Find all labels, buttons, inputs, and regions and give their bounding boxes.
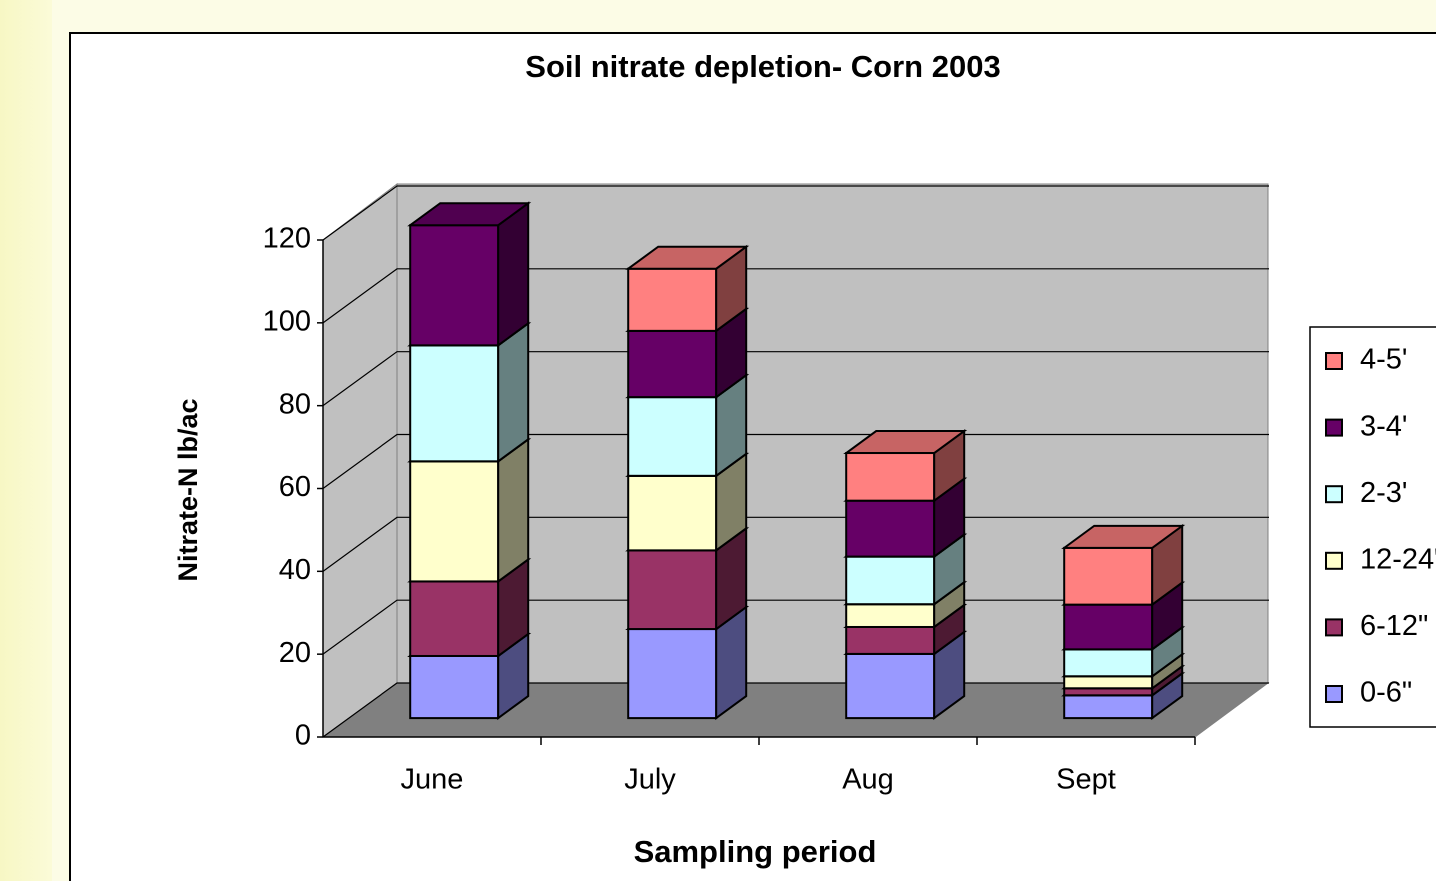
x-tick-label: June	[401, 764, 464, 796]
x-axis-title: Sampling period	[634, 834, 877, 869]
bar-segment	[1063, 687, 1154, 697]
bar-segment	[1063, 603, 1154, 651]
legend-swatch	[1325, 352, 1343, 370]
bar-segment	[627, 396, 718, 477]
bar-segment	[845, 652, 936, 720]
bar-segment	[845, 555, 936, 606]
side-stripe	[0, 0, 52, 881]
legend-swatch	[1325, 551, 1343, 570]
bar-top	[625, 245, 750, 270]
x-tick-label: Aug	[842, 764, 894, 796]
grid-line	[322, 682, 1269, 738]
bar-segment	[409, 344, 500, 463]
bar-segment	[627, 549, 718, 631]
legend-swatch	[1325, 685, 1343, 703]
bar-segment	[627, 628, 718, 720]
y-tick-label: 40	[279, 554, 311, 586]
y-tick-label: 60	[279, 471, 311, 503]
bar-top	[1061, 524, 1186, 549]
bar-segment	[409, 224, 500, 347]
bar-top	[843, 430, 968, 455]
grid-line	[322, 433, 1269, 489]
grid-line	[322, 599, 1269, 655]
bar-side	[497, 437, 530, 584]
bar-side	[497, 321, 530, 464]
legend	[1309, 326, 1436, 728]
y-tick-label: 100	[263, 305, 311, 337]
legend-label: 4-5'	[1360, 344, 1407, 376]
bar-segment	[845, 603, 936, 628]
legend-label: 6-12"	[1360, 610, 1428, 642]
legend-label: 0-6"	[1360, 677, 1412, 709]
bar-side	[497, 201, 530, 348]
bar-segment	[627, 267, 718, 332]
legend-swatch	[1325, 618, 1343, 637]
y-tick-label: 80	[279, 388, 311, 420]
x-tick-label: July	[624, 764, 676, 796]
y-tick-label: 20	[279, 637, 311, 669]
bar-segment	[1063, 694, 1154, 720]
y-axis-title: Nitrate-N lb/ac	[173, 398, 203, 581]
legend-label: 2-3'	[1360, 477, 1407, 509]
bar-segment	[1063, 675, 1154, 690]
bar-segment	[1063, 648, 1154, 678]
x-tick-label: Sept	[1056, 764, 1116, 796]
bar-segment	[845, 625, 936, 655]
legend-swatch	[1325, 485, 1343, 504]
legend-label: 12-24"	[1360, 543, 1436, 575]
bar-segment	[845, 452, 936, 502]
bar-segment	[409, 460, 500, 583]
plot-area	[321, 182, 1270, 738]
bar-segment	[409, 580, 500, 657]
grid-line	[322, 516, 1269, 572]
legend-label: 3-4'	[1360, 410, 1407, 442]
grid-line	[322, 351, 1269, 407]
bar-top	[407, 202, 532, 227]
legend-swatch	[1325, 418, 1343, 437]
side-wall	[322, 182, 398, 738]
bar-segment	[627, 329, 718, 399]
y-tick-label: 120	[263, 223, 311, 255]
grid-line	[322, 268, 1269, 324]
bar-segment	[627, 474, 718, 552]
grid-line	[322, 185, 1269, 241]
bar-segment	[845, 499, 936, 558]
bar-segment	[1063, 546, 1154, 606]
chart-title: Soil nitrate depletion- Corn 2003	[525, 49, 1000, 84]
bar-segment	[409, 654, 500, 720]
y-tick-label: 0	[295, 720, 311, 752]
